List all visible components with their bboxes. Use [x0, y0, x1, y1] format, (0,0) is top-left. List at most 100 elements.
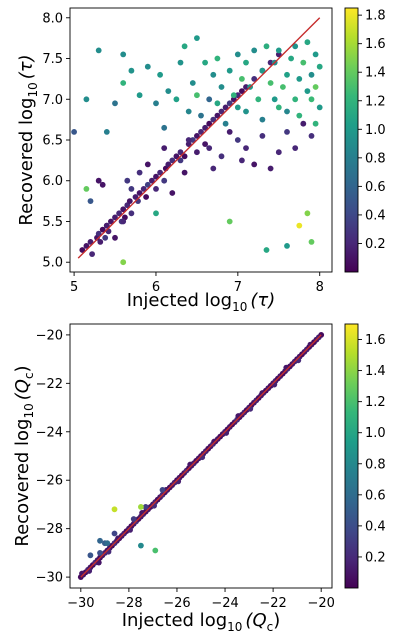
data-point [181, 169, 188, 176]
data-point [112, 100, 118, 107]
data-point [102, 234, 109, 241]
data-point [157, 169, 164, 176]
colorbar-tick-label: 1.6 [365, 333, 386, 348]
data-point [128, 210, 135, 217]
y-tick-label: 8.0 [42, 11, 63, 26]
data-point [308, 133, 315, 139]
data-point [202, 59, 209, 66]
y-tick-label: −28 [36, 522, 63, 537]
data-point [300, 120, 307, 127]
data-point [222, 104, 229, 111]
data-point [259, 133, 266, 139]
data-point [218, 84, 225, 90]
y-tick-label: 7.5 [42, 52, 63, 67]
data-point [128, 186, 135, 192]
data-point [112, 214, 118, 221]
data-point [312, 120, 319, 127]
x-tick-label: 5 [70, 280, 78, 295]
colorbar-gradient [345, 324, 358, 588]
scatter-panel-qc: −30 −28 −26 −24 −22 −20 −30 −28 −26 −24 −22 −20 Inje… [12, 323, 386, 634]
data-points [71, 35, 323, 266]
data-point [130, 516, 137, 522]
data-point [120, 51, 127, 58]
reference-line [80, 334, 322, 578]
data-point [173, 96, 180, 103]
data-point [83, 96, 90, 103]
data-point [243, 59, 249, 66]
data-point [181, 43, 188, 50]
data-point [198, 129, 204, 135]
data-point [210, 165, 217, 172]
data-point [267, 59, 274, 66]
data-point [230, 92, 237, 99]
data-point [111, 506, 118, 513]
data-point [288, 55, 294, 62]
data-point [153, 100, 159, 107]
data-point [259, 390, 266, 396]
data-point [83, 186, 90, 192]
colorbar-tick-label: 1.8 [365, 9, 386, 24]
data-point [206, 145, 213, 152]
colorbar-tick-label: 0.8 [365, 151, 386, 166]
data-point [95, 177, 102, 184]
data-point [189, 80, 196, 86]
data-point [202, 141, 209, 148]
data-point [243, 108, 249, 115]
data-point [161, 177, 168, 184]
x-tick-label: −28 [115, 596, 142, 611]
reference-line [77, 17, 321, 259]
data-point [152, 547, 159, 554]
colorbar-tick-label: 1.0 [365, 426, 386, 441]
data-point [226, 218, 233, 225]
data-point [128, 67, 135, 74]
data-point [259, 67, 266, 74]
data-point [292, 145, 299, 152]
data-point [280, 84, 286, 90]
data-point [87, 198, 94, 205]
data-point [120, 80, 127, 86]
colorbar-tick-label: 1.6 [365, 37, 386, 52]
data-point [226, 67, 233, 74]
data-point [243, 145, 249, 152]
data-point [169, 157, 176, 164]
data-point [99, 181, 106, 188]
colorbar-tick-label: 0.6 [365, 488, 386, 503]
data-point [104, 540, 111, 547]
data-point [275, 104, 282, 111]
data-point [222, 120, 229, 127]
data-point [136, 190, 143, 196]
axes-frame [69, 323, 333, 589]
data-point [292, 43, 299, 50]
data-point [120, 259, 127, 266]
data-point [275, 149, 282, 156]
data-point [157, 71, 164, 78]
colorbar-tick-label: 0.2 [365, 550, 386, 565]
data-point [211, 438, 218, 445]
data-point [177, 149, 184, 156]
colorbar-tick-label: 1.2 [365, 395, 386, 410]
data-point [210, 116, 217, 123]
data-point [185, 141, 192, 148]
x-tick-label: −26 [163, 596, 190, 611]
data-point [304, 39, 311, 46]
data-point [316, 63, 323, 70]
data-point [267, 80, 274, 86]
data-point [138, 504, 144, 510]
x-tick-label: 8 [316, 280, 324, 295]
x-axis-label: Injected log10 (τ) [127, 290, 276, 314]
data-point [89, 251, 95, 257]
data-point [296, 222, 303, 229]
y-tick-label: −24 [36, 425, 63, 440]
data-point [136, 92, 143, 99]
data-point [300, 59, 307, 66]
data-point [194, 92, 200, 99]
y-tick-label: −30 [36, 571, 63, 586]
data-point [239, 76, 245, 82]
x-tick-label: 7 [234, 280, 242, 295]
data-point [267, 165, 274, 172]
y-axis-label: Recovered log10(τ) [16, 54, 40, 225]
data-point [165, 161, 172, 168]
data-point [87, 239, 94, 245]
data-point [239, 88, 245, 94]
